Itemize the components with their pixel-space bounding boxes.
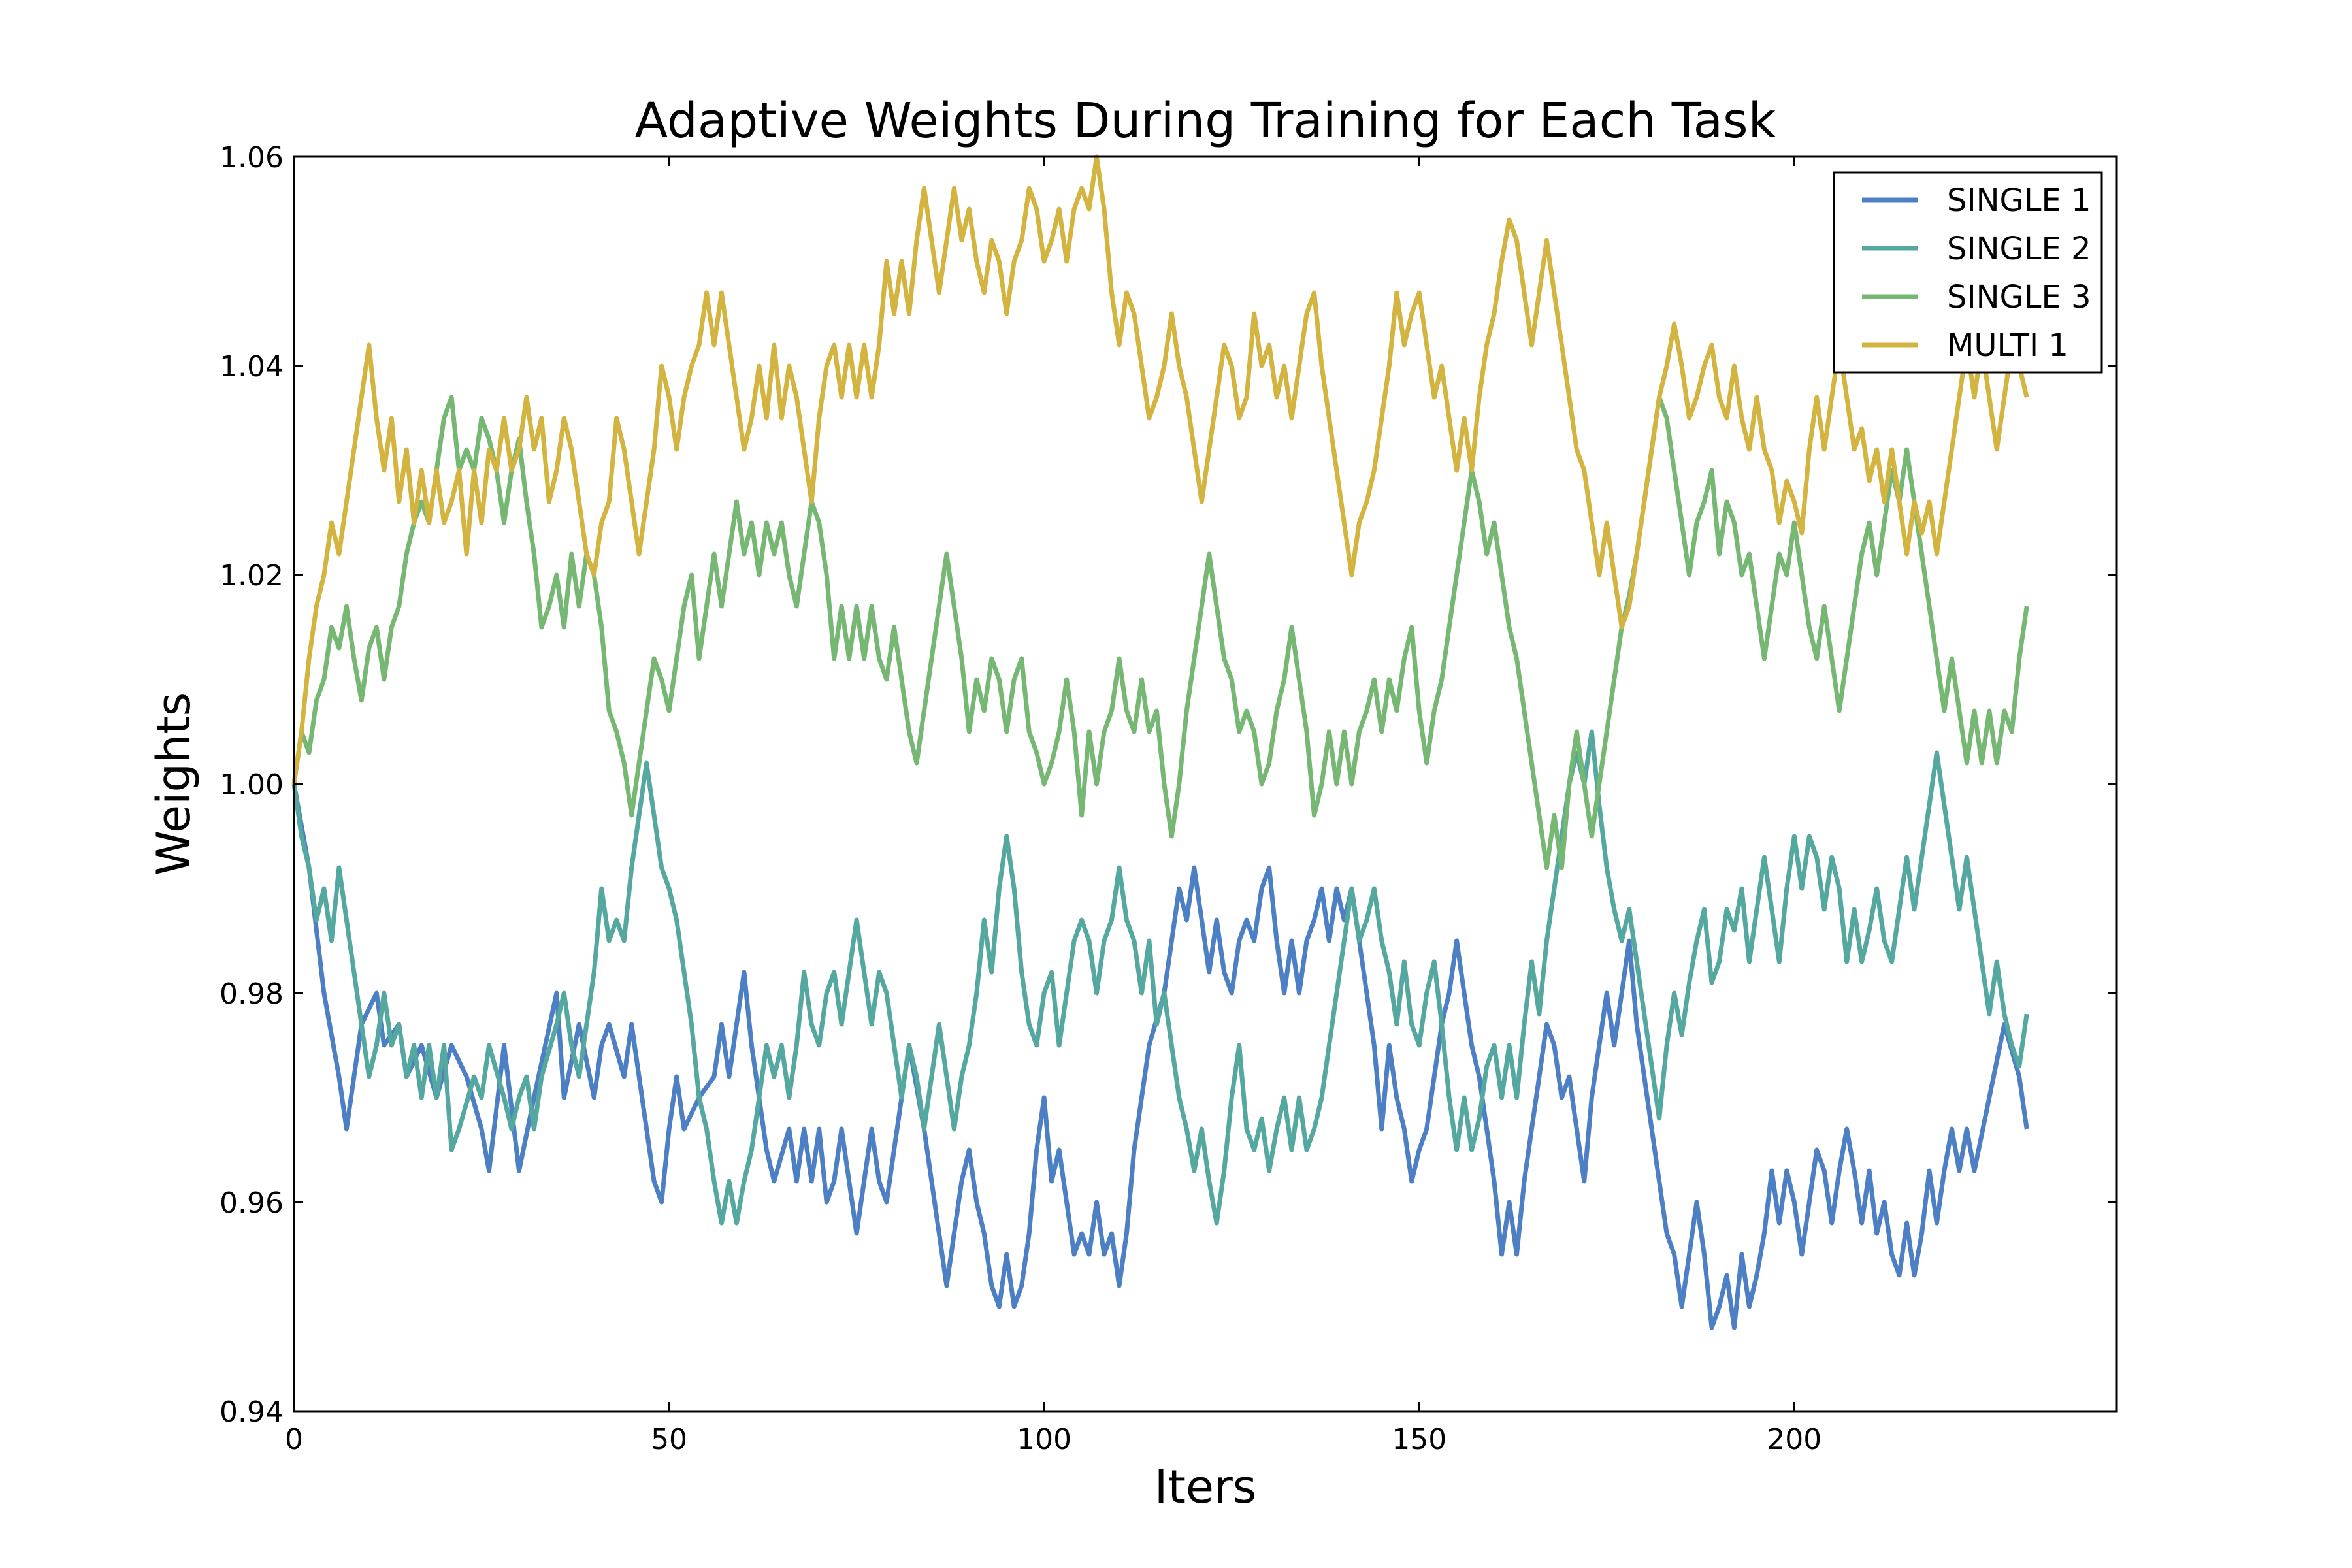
series-line-4: [291, 154, 2029, 785]
series-line-1: [291, 783, 2029, 1330]
y-tick-label: 0.98: [220, 977, 284, 1011]
y-tick-label: 0.96: [220, 1186, 284, 1220]
y-tick-label: 0.94: [220, 1396, 284, 1429]
ticks-layer: 0 50 100 150 200 0.94 0.96 0.98 1.00 1.02 1.04 1.06: [220, 141, 2117, 1456]
legend-label-1: SINGLE 1: [1947, 182, 2091, 219]
y-tick-label: 1.00: [220, 768, 284, 802]
legend: SINGLE 1 SINGLE 2 SINGLE 3 MULTI 1: [1833, 171, 2103, 374]
legend-label-3: SINGLE 3: [1947, 279, 2091, 316]
x-tick-label: 200: [1767, 1423, 1821, 1456]
x-tick-label: 0: [285, 1423, 303, 1456]
y-tick-label: 1.02: [220, 559, 284, 593]
legend-label-4: MULTI 1: [1947, 327, 2068, 364]
x-tick-label: 100: [1017, 1423, 1071, 1456]
y-tick-label: 1.06: [220, 141, 284, 174]
y-tick-label: 1.04: [220, 350, 284, 384]
legend-label-2: SINGLE 2: [1947, 231, 2091, 267]
chart-title: Adaptive Weights During Training for Eac…: [635, 93, 1776, 149]
series-line-3: [291, 395, 2029, 870]
legend-box: [1833, 171, 2103, 374]
x-axis-title: Iters: [1154, 1460, 1256, 1514]
y-axis-title: Weights: [147, 693, 201, 875]
x-tick-label: 150: [1392, 1423, 1446, 1456]
series-layer: [291, 154, 2029, 1330]
series-line-2: [291, 729, 2029, 1226]
x-tick-label: 50: [651, 1423, 687, 1456]
